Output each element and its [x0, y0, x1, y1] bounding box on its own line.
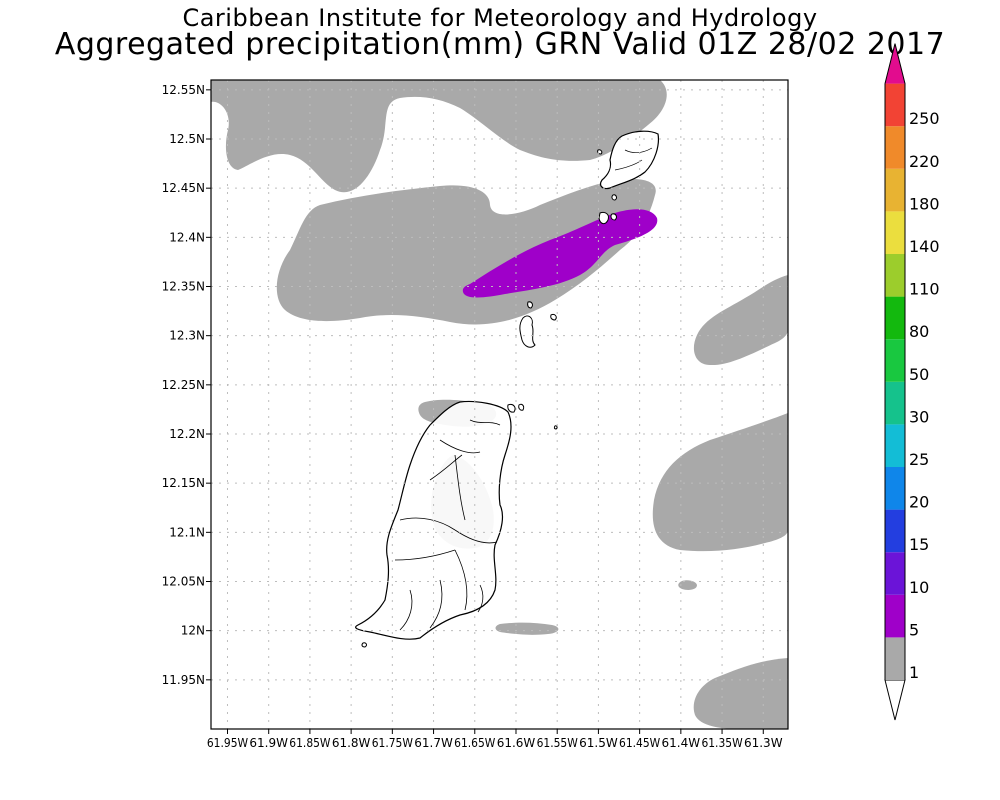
lon-tick-label: 61.4W — [662, 736, 701, 750]
colorbar-label: 80 — [909, 322, 929, 341]
lon-tick-label: 61.65W — [454, 736, 495, 750]
colorbar-swatch — [885, 594, 905, 638]
lon-tick-label: 61.3W — [744, 736, 783, 750]
lat-tick-label: 12.3N — [169, 329, 205, 343]
lat-tick-label: 12.45N — [162, 181, 205, 195]
lon-tick-label: 61.5W — [579, 736, 618, 750]
colorbar-swatch — [885, 381, 905, 425]
lon-tick-label: 61.9W — [249, 736, 288, 750]
colorbar-label: 20 — [909, 493, 929, 512]
lat-tick-label: 12.1N — [169, 525, 205, 539]
colorbar-upper-arrow — [885, 43, 905, 84]
colorbar-label: 10 — [909, 578, 929, 597]
lat-tick-label: 12.35N — [162, 280, 205, 294]
parish-boundaries — [394, 419, 501, 631]
lat-tick-label: 12.25N — [162, 378, 205, 392]
graticule — [211, 80, 788, 729]
precip-area — [678, 580, 697, 590]
colorbar-label: 180 — [909, 194, 940, 213]
precipitation-layer — [211, 80, 788, 729]
colorbar-swatch — [885, 509, 905, 553]
colorbar-swatch — [885, 254, 905, 297]
precip-area — [693, 275, 788, 366]
colorbar-outline — [884, 43, 906, 680]
precip-area — [495, 622, 559, 635]
colorbar-label: 25 — [909, 450, 929, 469]
colorbar-swatch — [885, 552, 905, 595]
lat-tick-label: 12.2N — [169, 427, 205, 441]
colorbar-swatch — [885, 83, 905, 127]
precip-area — [462, 209, 658, 298]
lat-tick-label: 12.05N — [162, 575, 205, 589]
colorbar-swatch — [885, 168, 905, 212]
lat-tick-label: 12.15N — [162, 476, 205, 490]
lon-tick-label: 61.6W — [497, 736, 536, 750]
latitude-axis: 12.55N 12.5N 12.45N 12.4N 12.35N 12.3N 12.25N 1… — [162, 83, 211, 687]
colorbar-swatch — [885, 211, 905, 254]
precip-area — [276, 178, 656, 325]
lat-tick-label: 12N — [181, 624, 205, 638]
lat-tick-label: 12.4N — [169, 230, 205, 244]
map-title: Caribbean Institute for Meteorology and … — [182, 4, 818, 32]
longitude-axis: 61.95W 61.9W 61.85W 61.8W 61.75W 61.7W 61.65W 6… — [207, 729, 783, 750]
lon-tick-label: 61.45W — [619, 736, 660, 750]
colorbar-swatch — [885, 637, 905, 680]
carriacou-island — [599, 130, 660, 190]
lat-tick-label: 12.5N — [169, 132, 205, 146]
colorbar-swatch — [885, 296, 905, 340]
colorbar-swatch — [885, 467, 905, 510]
lon-tick-label: 61.7W — [414, 736, 453, 750]
colorbar-label: 15 — [909, 535, 929, 554]
colorbar-swatch — [885, 339, 905, 382]
colorbar-label: 30 — [909, 407, 929, 426]
lat-tick-label: 12.55N — [162, 83, 205, 97]
colorbar-swatch — [885, 126, 905, 169]
colorbar-lower-arrow — [884, 679, 906, 721]
colorbar-label: 110 — [909, 280, 940, 299]
lon-tick-label: 61.95W — [207, 736, 248, 750]
colorbar-swatch — [885, 424, 905, 467]
colorbar-label: 1 — [909, 663, 919, 682]
lon-tick-label: 61.75W — [372, 736, 413, 750]
lon-tick-label: 61.35W — [701, 736, 742, 750]
lon-tick-label: 61.8W — [332, 736, 371, 750]
colorbar-label: 5 — [909, 620, 919, 639]
precip-area — [211, 80, 667, 193]
precip-area — [652, 413, 788, 552]
lon-tick-label: 61.55W — [537, 736, 578, 750]
lon-tick-label: 61.85W — [289, 736, 330, 750]
colorbar-label: 50 — [909, 365, 929, 384]
lat-tick-label: 11.95N — [162, 673, 205, 687]
precip-area — [693, 658, 788, 729]
map-subtitle: Aggregated precipitation(mm) GRN Valid 0… — [54, 27, 946, 62]
colorbar-label: 220 — [909, 152, 940, 171]
grenadine-islets — [361, 149, 617, 648]
map-frame — [210, 79, 789, 730]
colorbar-label: 250 — [909, 109, 940, 128]
colorbar-label: 140 — [909, 237, 940, 256]
